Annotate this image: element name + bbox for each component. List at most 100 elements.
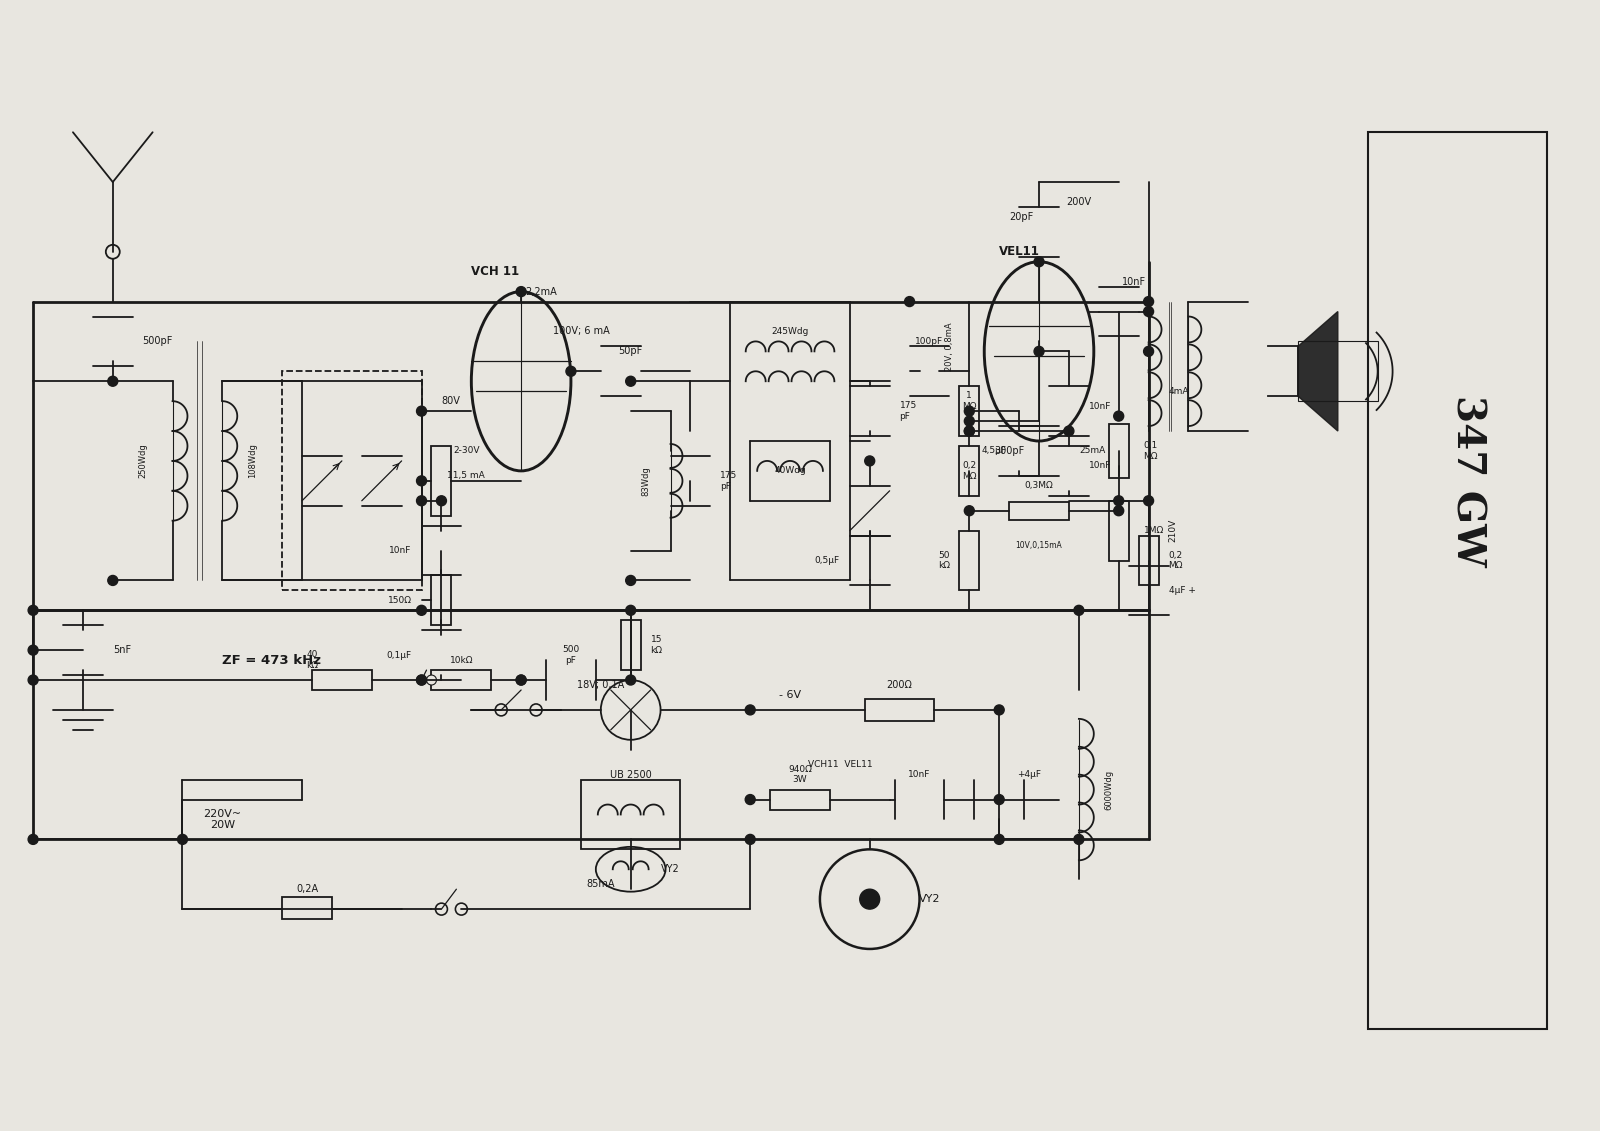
Text: 200Ω: 200Ω <box>886 680 912 690</box>
Text: 0,5μF: 0,5μF <box>814 556 840 566</box>
Text: 100V; 6 mA: 100V; 6 mA <box>552 327 610 336</box>
Circle shape <box>107 377 118 386</box>
Circle shape <box>1074 605 1083 615</box>
Text: 175
pF: 175 pF <box>720 472 738 491</box>
Text: 200V: 200V <box>1066 197 1091 207</box>
Circle shape <box>517 675 526 685</box>
Text: 4mA: 4mA <box>1168 387 1189 396</box>
Circle shape <box>437 495 446 506</box>
Text: 150Ω: 150Ω <box>387 596 411 605</box>
Circle shape <box>427 675 437 685</box>
Text: 0,3MΩ: 0,3MΩ <box>1024 482 1053 491</box>
Text: 0,1μF: 0,1μF <box>387 650 411 659</box>
Text: VCH11  VEL11: VCH11 VEL11 <box>808 760 872 769</box>
Text: UB 2500: UB 2500 <box>610 770 651 779</box>
Circle shape <box>1074 835 1083 845</box>
Bar <box>960 446 979 495</box>
Circle shape <box>29 835 38 845</box>
Text: 80V: 80V <box>442 396 461 406</box>
Bar <box>1368 132 1547 1028</box>
Text: 347 GW: 347 GW <box>1448 395 1486 567</box>
Circle shape <box>416 605 427 615</box>
Text: - 6V: - 6V <box>779 690 802 700</box>
Circle shape <box>416 495 427 506</box>
Circle shape <box>416 675 427 685</box>
Circle shape <box>1114 412 1123 421</box>
Circle shape <box>994 705 1005 715</box>
Text: 10V,0,15mA: 10V,0,15mA <box>1016 541 1062 550</box>
Circle shape <box>1034 346 1045 356</box>
Circle shape <box>435 904 448 915</box>
Circle shape <box>456 904 467 915</box>
Circle shape <box>965 406 974 416</box>
Circle shape <box>626 576 635 586</box>
Circle shape <box>626 605 635 615</box>
Text: 210V: 210V <box>1168 519 1178 542</box>
Text: 175
pF: 175 pF <box>899 402 917 421</box>
Text: 2-30V: 2-30V <box>453 447 480 456</box>
Circle shape <box>1034 257 1045 267</box>
Bar <box>282 897 331 920</box>
Text: +4μF: +4μF <box>1018 770 1042 779</box>
Text: 0,1
MΩ: 0,1 MΩ <box>1144 441 1158 460</box>
Bar <box>960 530 979 590</box>
Bar <box>581 779 680 849</box>
Text: 85mA: 85mA <box>587 879 614 889</box>
Circle shape <box>29 675 38 685</box>
Text: 50
kΩ: 50 kΩ <box>939 551 950 570</box>
Circle shape <box>965 426 974 437</box>
Circle shape <box>496 703 507 716</box>
Circle shape <box>517 286 526 296</box>
Circle shape <box>965 506 974 516</box>
Text: VY2: VY2 <box>918 895 941 904</box>
Text: ZF = 473 kHz: ZF = 473 kHz <box>222 654 322 666</box>
Text: 2,2mA: 2,2mA <box>525 286 557 296</box>
Text: 10nF: 10nF <box>1122 277 1146 286</box>
Text: 4,5μF: 4,5μF <box>982 447 1006 456</box>
Circle shape <box>29 605 38 615</box>
Bar <box>770 789 830 810</box>
Circle shape <box>1114 506 1123 516</box>
Bar <box>1109 424 1128 478</box>
Text: 40
kΩ: 40 kΩ <box>306 650 318 670</box>
Circle shape <box>530 703 542 716</box>
Text: 300pF: 300pF <box>994 446 1024 456</box>
Circle shape <box>746 705 755 715</box>
Circle shape <box>994 795 1005 804</box>
Circle shape <box>1144 346 1154 356</box>
Text: 108Wdg: 108Wdg <box>248 443 256 478</box>
Circle shape <box>416 675 427 685</box>
Text: 0,2A: 0,2A <box>296 884 318 895</box>
Circle shape <box>626 675 635 685</box>
Circle shape <box>1144 296 1154 307</box>
Circle shape <box>1144 495 1154 506</box>
Text: 11,5 mA: 11,5 mA <box>448 472 485 481</box>
Bar <box>1298 342 1378 402</box>
Bar <box>282 371 421 590</box>
Text: 10nF: 10nF <box>1090 461 1112 470</box>
Text: 500
pF: 500 pF <box>562 646 579 665</box>
Circle shape <box>859 889 880 909</box>
Bar <box>1139 536 1158 586</box>
Text: 1
MΩ: 1 MΩ <box>962 391 976 411</box>
Circle shape <box>517 675 526 685</box>
Text: 245Wdg: 245Wdg <box>771 327 808 336</box>
Circle shape <box>626 377 635 386</box>
Bar <box>1109 501 1128 561</box>
Bar <box>432 446 451 516</box>
Bar <box>621 620 640 670</box>
Text: VCH 11: VCH 11 <box>472 265 520 278</box>
Text: 1MΩ: 1MΩ <box>1144 526 1163 535</box>
Text: 4μF +: 4μF + <box>1168 586 1195 595</box>
Circle shape <box>746 835 755 845</box>
Circle shape <box>107 576 118 586</box>
Circle shape <box>904 296 915 307</box>
Circle shape <box>178 835 187 845</box>
Text: 940Ω
3W: 940Ω 3W <box>789 765 811 785</box>
Text: 10kΩ: 10kΩ <box>450 656 474 665</box>
Circle shape <box>994 835 1005 845</box>
Bar <box>960 386 979 437</box>
Circle shape <box>746 795 755 804</box>
Bar <box>1010 502 1069 519</box>
Circle shape <box>1114 495 1123 506</box>
